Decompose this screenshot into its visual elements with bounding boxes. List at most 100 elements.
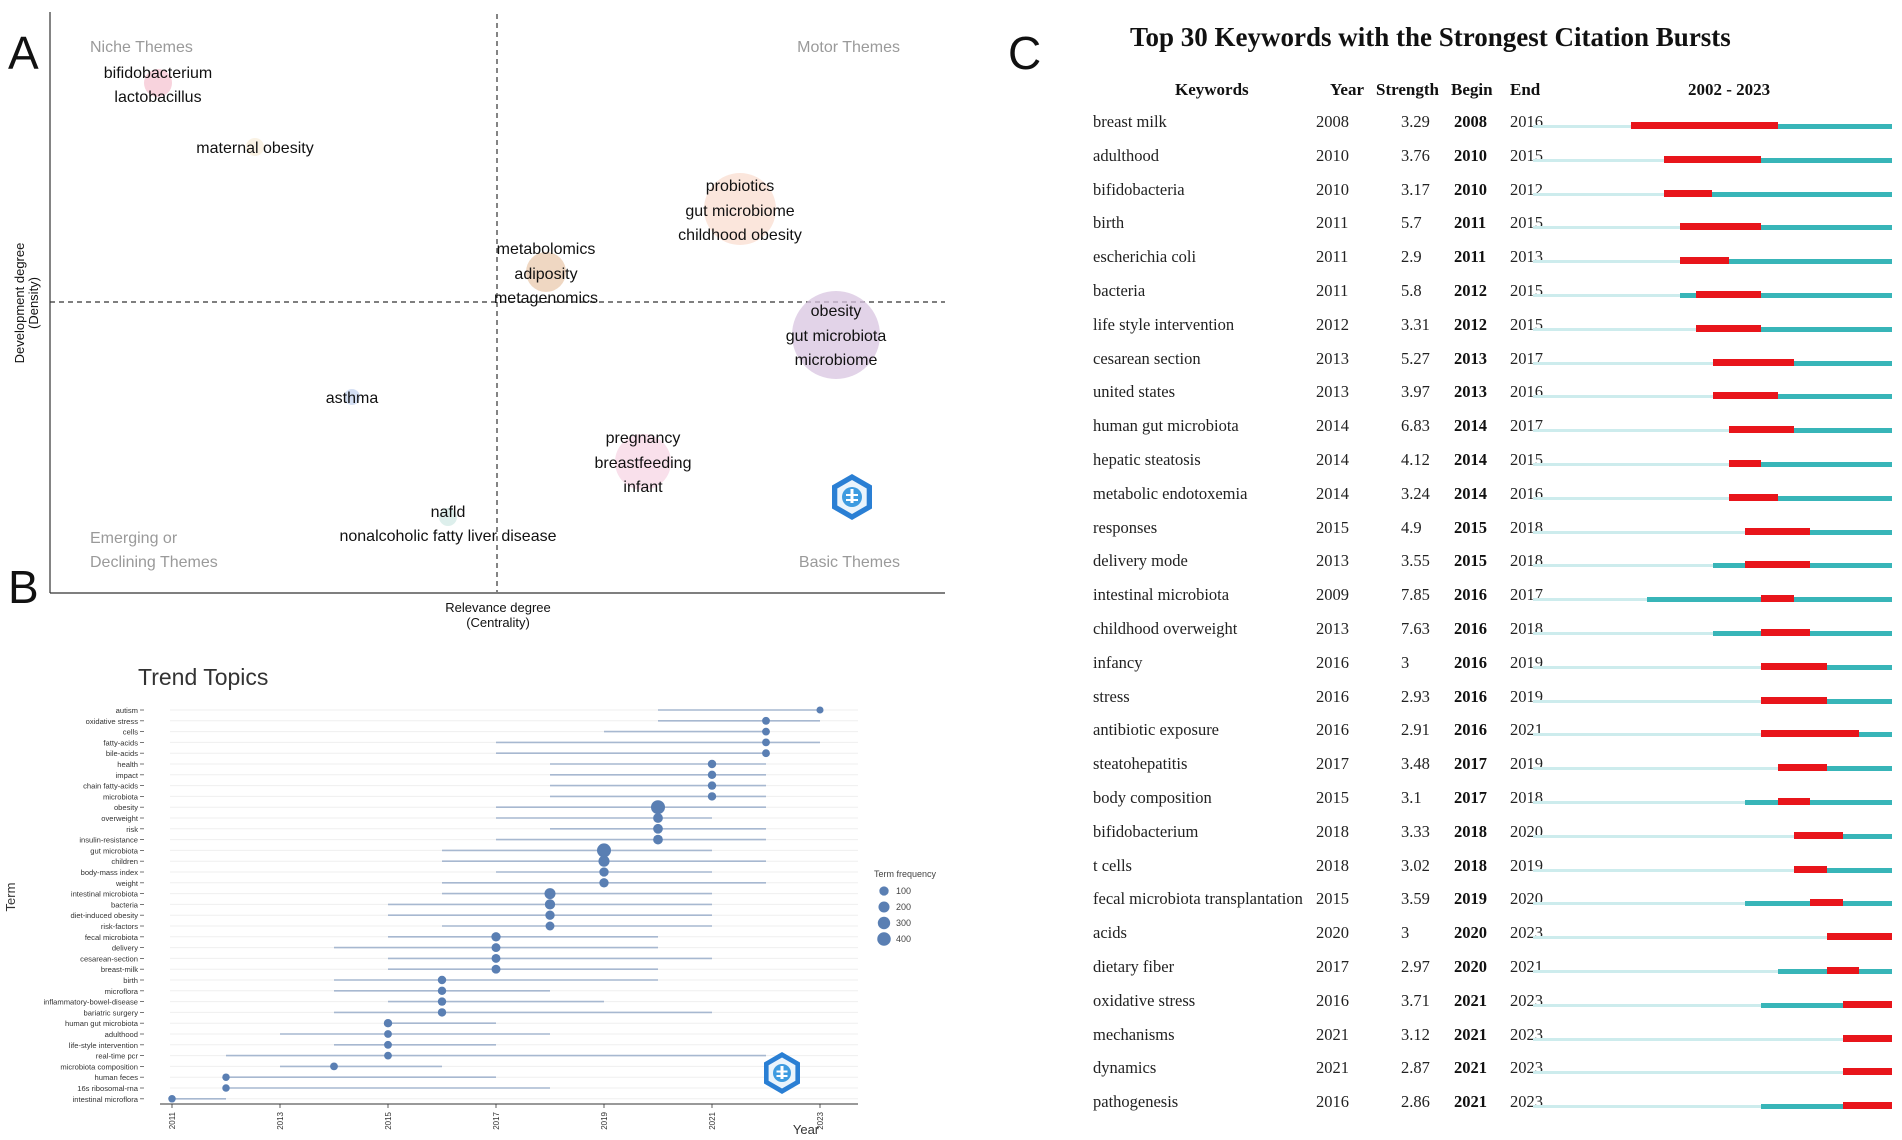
burst-active-period [1745, 800, 1892, 805]
burst-strength: 2.97 [1401, 957, 1430, 976]
term-label: fecal microbiota [85, 933, 139, 942]
burst-row: metabolic endotoxemia 2014 3.24 2014 2016 [0, 480, 1902, 513]
burst-active-period [1761, 1104, 1892, 1110]
burst-keyword: delivery mode [1093, 551, 1188, 571]
burst-bar [1663, 155, 1762, 163]
watermark-logo-icon [764, 1052, 800, 1094]
burst-bar [1777, 764, 1827, 772]
burst-strength: 3.71 [1401, 990, 1430, 1010]
burst-active-period [1712, 360, 1892, 366]
col-header-begin: Begin [1451, 80, 1493, 99]
burst-bar [1777, 798, 1811, 805]
burst-keyword: metabolic endotoxemia [1093, 483, 1248, 503]
burst-strength: 3.24 [1401, 483, 1430, 503]
burst-timeline-track [1533, 801, 1892, 804]
burst-keyword: mechanisms [1093, 1024, 1175, 1044]
legend-dot [877, 916, 891, 930]
burst-year: 2011 [1316, 281, 1349, 300]
term-median-dot [222, 1084, 230, 1092]
term-label: impact [116, 771, 139, 780]
burst-end: 2017 [1510, 416, 1543, 436]
burst-begin: 2017 [1454, 788, 1487, 807]
term-label: birth [123, 976, 138, 985]
burst-begin: 2014 [1454, 416, 1487, 436]
burst-strength: 5.7 [1401, 213, 1422, 233]
legend-label: 300 [896, 918, 911, 928]
burst-end: 2019 [1510, 652, 1543, 672]
burst-active-period [1663, 191, 1892, 197]
term-label: microbiota [103, 792, 139, 801]
burst-year: 2009 [1316, 585, 1349, 605]
term-median-dot [597, 843, 611, 858]
term-median-dot [491, 964, 501, 974]
burst-row: delivery mode 2013 3.55 2015 2018 [0, 547, 1902, 580]
x-tick-label: 2023 [816, 1111, 825, 1129]
cluster-label: adiposity [514, 266, 577, 283]
term-label: cells [123, 728, 138, 737]
burst-row: dynamics 2021 2.87 2021 2023 [0, 1054, 1902, 1087]
col-header-range: 2002 - 2023 [1688, 80, 1771, 99]
burst-year: 2013 [1316, 382, 1349, 402]
burst-keyword: adulthood [1093, 145, 1159, 165]
burst-year: 2015 [1316, 517, 1349, 537]
trend-topics-title: Trend Topics [138, 664, 268, 690]
burst-year: 2016 [1316, 1092, 1349, 1112]
term-median-dot [491, 943, 501, 953]
trend-y-axis-label: Term [3, 883, 18, 912]
burst-year: 2016 [1316, 720, 1349, 740]
burst-timeline-track [1533, 1071, 1892, 1075]
term-label: oxidative stress [86, 717, 139, 726]
term-median-dot [707, 781, 717, 790]
x-axis-sublabel: (Centrality) [466, 615, 530, 630]
burst-end: 2012 [1510, 179, 1543, 199]
quadrant-emerging-line2: Declining Themes [90, 554, 218, 571]
burst-strength: 7.63 [1401, 619, 1430, 638]
burst-end: 2016 [1510, 112, 1543, 131]
term-median-dot [762, 716, 770, 725]
burst-year: 2017 [1316, 754, 1349, 774]
legend-dot [879, 886, 889, 896]
term-median-dot [544, 899, 556, 910]
burst-strength: 3.31 [1401, 314, 1430, 334]
panel-letter-a: A [8, 27, 39, 79]
burst-strength: 3.33 [1401, 821, 1430, 841]
term-label: gut microbiota [90, 846, 138, 855]
burst-year: 2015 [1316, 889, 1349, 909]
burst-year: 2012 [1316, 314, 1349, 334]
burst-begin: 2012 [1454, 281, 1487, 300]
x-tick-label: 2015 [384, 1111, 393, 1129]
term-median-dot [437, 975, 447, 985]
burst-begin: 2013 [1454, 348, 1487, 368]
y-axis-label: Development degree [12, 243, 27, 364]
burst-strength: 3 [1401, 652, 1410, 672]
term-median-dot [762, 727, 770, 736]
burst-row: birth 2011 5.7 2011 2015 [0, 209, 1902, 242]
term-median-dot [762, 749, 770, 758]
term-label: bariatric surgery [84, 1008, 139, 1017]
legend-label: 400 [896, 934, 911, 944]
burst-timeline-track [1533, 496, 1892, 500]
burst-timeline-track [1533, 463, 1892, 466]
burst-row: united states 2013 3.97 2013 2016 [0, 378, 1902, 411]
burst-end: 2018 [1510, 517, 1543, 537]
term-label: bacteria [111, 900, 139, 909]
burst-timeline-track [1533, 834, 1892, 838]
burst-year: 2010 [1316, 145, 1349, 165]
burst-strength: 2.9 [1401, 247, 1422, 267]
burst-row: t cells 2018 3.02 2018 2019 [0, 852, 1902, 885]
burst-strength: 2.93 [1401, 686, 1430, 706]
legend-dot [877, 932, 891, 946]
burst-year: 2011 [1316, 213, 1349, 233]
term-median-dot [762, 738, 770, 747]
burst-keyword: acids [1093, 923, 1127, 943]
cluster-group: bifidobacterium lactobacillus maternal o… [104, 65, 887, 545]
term-label: insulin-resistance [79, 836, 138, 845]
burst-keyword: oxidative stress [1093, 990, 1196, 1010]
term-median-dot [599, 867, 609, 877]
burst-end: 2015 [1510, 314, 1543, 334]
burst-begin: 2021 [1454, 990, 1487, 1010]
burst-strength: 3.1 [1401, 788, 1422, 807]
burst-row: breast milk 2008 3.29 2008 2016 [0, 108, 1902, 141]
burst-begin: 2016 [1454, 652, 1487, 672]
cluster-label: nonalcoholic fatty liver disease [339, 528, 556, 545]
